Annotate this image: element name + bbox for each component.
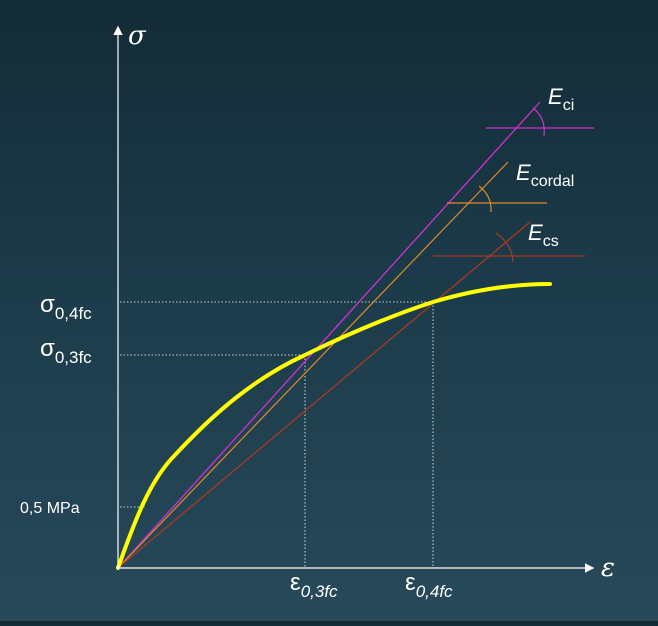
guide-lines — [120, 301, 434, 568]
label-e-cordal: Ecordal — [516, 160, 574, 190]
label-sigma-03: σ0,3fc — [40, 335, 92, 367]
secant-angle-arc — [495, 232, 514, 263]
chord-angle-arc — [478, 185, 492, 213]
label-eps-03: ε0,3fc — [290, 569, 338, 601]
y-axis-symbol: σ — [128, 21, 147, 51]
label-eps-04: ε0,4fc — [405, 569, 453, 601]
tangent-angle-arc — [532, 107, 545, 137]
x-axis-symbol: ε — [601, 553, 615, 583]
secant-modulus-line — [117, 221, 531, 569]
tangent-modulus-line — [117, 101, 541, 569]
chord-modulus-line — [117, 161, 509, 569]
label-e-cs: Ecs — [528, 220, 559, 250]
label-05-mpa: 0,5 MPa — [20, 500, 80, 517]
stress-strain-curve — [116, 282, 552, 570]
label-e-ci: Eci — [548, 84, 574, 114]
label-sigma-04: σ0,4fc — [40, 291, 92, 323]
